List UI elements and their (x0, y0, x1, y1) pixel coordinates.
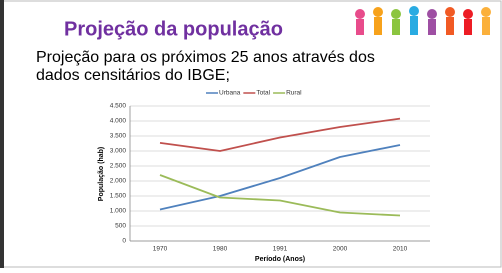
x-tick-label: 1970 (153, 246, 168, 253)
subtitle-line: Projeção para os próximos 25 anos atravé… (36, 49, 375, 66)
x-axis-label: Período (Anos) (255, 256, 305, 263)
x-tick-label: 2010 (393, 246, 408, 253)
legend-label: Urbana (219, 90, 241, 97)
y-tick-label: 2.500 (110, 163, 127, 170)
x-tick-label: 1991 (273, 246, 288, 253)
slide: Projeção da população Projeção para os p… (0, 0, 502, 268)
slide-frame (1, 1, 501, 267)
slide-edge (0, 0, 4, 268)
y-tick-label: 1.500 (110, 193, 127, 200)
legend-label: Rural (286, 90, 302, 97)
x-tick-label: 2000 (333, 246, 348, 253)
legend-label: Total (256, 90, 270, 97)
slide-title: Projeção da população (64, 18, 283, 40)
y-tick-label: 500 (115, 223, 126, 230)
y-axis-label: População (hab) (98, 147, 105, 201)
y-tick-label: 3.500 (110, 133, 127, 140)
y-tick-label: 3.000 (110, 148, 127, 155)
y-tick-label: 0 (122, 238, 126, 245)
y-tick-label: 1.000 (110, 208, 127, 215)
y-tick-label: 2.000 (110, 178, 127, 185)
y-tick-label: 4.500 (110, 103, 127, 110)
y-tick-label: 4.000 (110, 118, 127, 125)
x-tick-label: 1980 (213, 246, 228, 253)
subtitle-line: dados censitários do IBGE; (36, 67, 230, 84)
